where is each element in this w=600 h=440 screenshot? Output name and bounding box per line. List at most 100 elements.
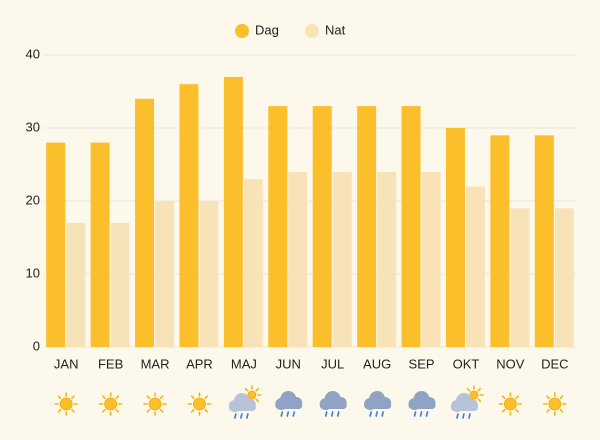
sun-ray <box>501 408 506 413</box>
bar <box>90 142 110 347</box>
cloud-base <box>319 402 347 409</box>
x-tick-label: NOV <box>496 356 525 371</box>
sun-ray <box>204 395 209 400</box>
rain-drop <box>419 411 423 417</box>
sun-disc <box>503 397 517 411</box>
sun-ray <box>559 395 564 400</box>
sun-ray <box>515 408 519 413</box>
cloud-base <box>450 404 478 411</box>
sun-ray <box>559 408 564 413</box>
bar <box>510 208 530 347</box>
weather-icon <box>275 391 303 417</box>
rain-drop <box>462 413 465 419</box>
sun-ray <box>71 408 75 413</box>
weather-icon <box>98 392 123 416</box>
cloud-base <box>228 404 256 411</box>
sun-ray <box>255 398 260 403</box>
rain-drop <box>240 413 243 419</box>
sun-ray <box>204 408 209 413</box>
sun-ray <box>515 395 519 400</box>
sun-ray <box>146 408 151 413</box>
weather-icon <box>54 392 79 416</box>
x-tick-label: FEB <box>98 356 123 371</box>
bar <box>465 186 485 347</box>
sun-disc <box>59 397 73 411</box>
sun-ray <box>146 395 151 400</box>
sun-ray <box>190 408 195 413</box>
y-tick-label: 30 <box>26 119 40 134</box>
cloud-base <box>364 402 392 409</box>
sun-ray <box>546 395 550 400</box>
weather-icon <box>498 392 523 416</box>
weather-icon <box>319 391 347 417</box>
x-tick-label: MAR <box>141 356 170 371</box>
sun-ray <box>57 408 62 413</box>
y-tick-label: 40 <box>26 46 40 61</box>
x-tick-label: JUN <box>276 356 301 371</box>
weather-icon <box>143 392 167 416</box>
rain-drop <box>330 411 334 417</box>
weather-icon <box>228 385 262 419</box>
x-tick-label: DEC <box>541 356 568 371</box>
bar <box>288 171 308 347</box>
rain-drop <box>375 411 378 417</box>
weather-icon <box>364 391 392 417</box>
cloud-base <box>408 402 436 409</box>
legend-swatch <box>235 24 249 38</box>
rain-drop <box>381 411 384 417</box>
weather-icon <box>408 391 436 417</box>
sun-ray <box>102 395 106 400</box>
sun-ray <box>115 408 120 413</box>
sun-ray <box>546 408 550 413</box>
rain-drop <box>286 411 290 417</box>
bar <box>223 76 243 348</box>
sun-ray <box>244 387 249 392</box>
weather-icon <box>187 392 212 416</box>
sun-ray <box>477 387 482 392</box>
bar <box>332 171 352 347</box>
sun-disc <box>548 397 562 411</box>
sun-ray <box>501 395 506 400</box>
weather-icon <box>450 385 484 419</box>
weather-icon <box>542 392 567 416</box>
sun-ray <box>255 387 260 392</box>
x-tick-label: APR <box>186 356 213 371</box>
sun-disc <box>247 390 257 400</box>
bar <box>534 135 554 347</box>
bar <box>135 98 155 347</box>
sun-ray <box>115 395 120 400</box>
bar <box>155 201 175 347</box>
bar <box>421 171 441 347</box>
rain-drop <box>413 411 417 417</box>
bar <box>357 106 377 347</box>
x-tick-label: SEP <box>409 356 435 371</box>
legend-swatch <box>305 24 319 38</box>
x-tick-label: MAJ <box>231 356 257 371</box>
rain-drop <box>246 413 249 419</box>
legend-label: Dag <box>255 22 279 37</box>
x-tick-label: OKT <box>453 356 480 371</box>
rain-drop <box>456 413 459 419</box>
bar <box>445 128 465 347</box>
bar <box>377 171 397 347</box>
y-tick-label: 20 <box>26 192 40 207</box>
sun-disc <box>148 397 162 411</box>
bar <box>312 106 332 347</box>
bar <box>490 135 510 347</box>
x-tick-label: JUL <box>321 356 344 371</box>
rain-drop <box>324 411 328 417</box>
rain-drop <box>468 413 471 419</box>
y-tick-label: 10 <box>26 265 40 280</box>
bar <box>199 201 219 347</box>
bar <box>243 179 263 347</box>
rain-drop <box>292 411 296 417</box>
sun-ray <box>102 408 106 413</box>
bar <box>46 142 66 347</box>
rain-drop <box>336 411 340 417</box>
x-tick-label: AUG <box>363 356 391 371</box>
bar <box>554 208 574 347</box>
bar <box>66 222 86 347</box>
sun-ray <box>159 408 164 413</box>
bar <box>268 106 288 347</box>
